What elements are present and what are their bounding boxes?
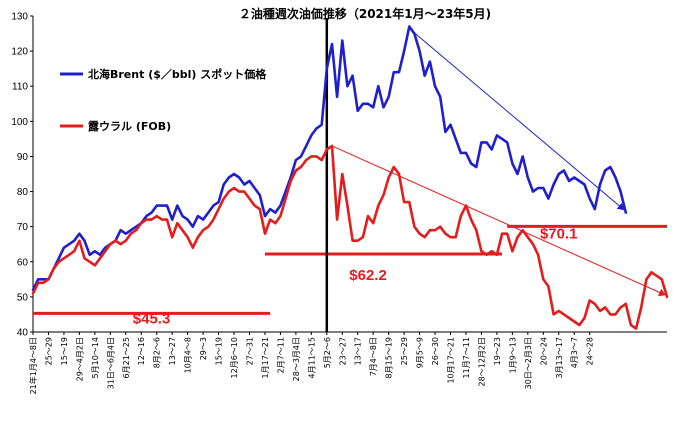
- x-tick-label: 4月3～7: [570, 337, 579, 368]
- x-tick-label: 13～27: [168, 337, 177, 365]
- x-tick-label: 28～12月2日: [477, 337, 486, 386]
- y-tick-label: 100: [11, 117, 28, 128]
- x-tick-label: 21年1月4～8日: [28, 337, 38, 394]
- y-tick-label: 120: [11, 47, 28, 58]
- trend-arrow-brent: [408, 28, 625, 211]
- reference-label: $62.2: [349, 267, 387, 284]
- x-tick-label: 30日～2月3日: [524, 337, 533, 389]
- x-tick-label: 6月21～25: [122, 337, 131, 378]
- trend-arrow-urals: [331, 145, 666, 297]
- x-tick-label: 23～27: [338, 337, 347, 365]
- x-tick-label: 7月4～8日: [369, 337, 378, 376]
- y-tick-label: 40: [17, 328, 29, 339]
- series-layer: [31, 25, 669, 330]
- x-tick-label: 11月7～11: [462, 337, 471, 378]
- x-tick-label: 25～29: [44, 337, 53, 365]
- y-tick-label: 90: [17, 152, 29, 163]
- y-tick-label: 110: [12, 82, 28, 93]
- y-axis: 40 50 60 70 80 90 100 110 120 130: [11, 12, 34, 339]
- x-tick-label: 31日～6月4日: [106, 337, 115, 389]
- y-tick-label: 60: [17, 257, 29, 268]
- x-tick-label: 1月9～13: [508, 337, 517, 373]
- x-tick-label: 1月17～21: [261, 337, 270, 378]
- x-tick-label: 8月2～6: [153, 337, 162, 368]
- x-tick-label: 13～17: [354, 337, 363, 365]
- x-tick-label: 26～30: [431, 337, 440, 365]
- x-tick-label: 4月11～15: [307, 337, 316, 378]
- y-tick-label: 70: [17, 222, 29, 233]
- legend: 北海Brent ($／bbl) スポット価格 露ウラル (FOB): [60, 67, 267, 133]
- x-axis: 21年1月4～8日 25～29 15～19 29～4月2日 5月10～14 31日～6月4…: [28, 331, 667, 394]
- x-tick-label: 15～19: [60, 337, 69, 365]
- x-tick-label: 10月4～8: [184, 337, 193, 373]
- x-tick-label: 28～3月4日: [292, 337, 301, 381]
- legend-label-brent: 北海Brent ($／bbl) スポット価格: [88, 67, 267, 81]
- x-tick-label: 20～24: [539, 337, 548, 365]
- series-line-urals: [31, 144, 669, 330]
- x-tick-label: 5月10～14: [91, 337, 100, 378]
- chart-title: ２油種週次油価推移（2021年1月～23年5月): [239, 6, 491, 21]
- x-tick-label: 27～31: [245, 337, 254, 365]
- reference-label: $70.1: [540, 225, 578, 242]
- y-tick-label: 130: [11, 12, 28, 23]
- x-tick-label: 5月2～6: [323, 337, 332, 368]
- x-tick-label: 8月15～19: [385, 337, 394, 378]
- x-tick-label: 2月7～11: [276, 337, 285, 373]
- x-tick-label: 29～3: [199, 337, 208, 360]
- x-tick-label: 10月17～21: [447, 337, 456, 384]
- x-tick-label: 24～28: [586, 337, 595, 365]
- reference-label: $45.3: [133, 310, 171, 327]
- legend-label-urals: 露ウラル (FOB): [88, 120, 171, 133]
- x-tick-label: 25～29: [400, 337, 409, 365]
- reference-lines: $45.3 $62.2 $70.1: [33, 224, 667, 327]
- x-tick-label: 12月6～10: [230, 337, 239, 378]
- y-tick-label: 50: [17, 292, 29, 303]
- x-tick-label: 19～23: [493, 337, 502, 365]
- x-tick-label: 3月13～17: [555, 337, 564, 378]
- series-line-brent: [31, 25, 628, 292]
- trend-arrows: [331, 28, 666, 297]
- x-tick-label: 15～19: [215, 337, 224, 365]
- x-tick-label: 29～4月2日: [75, 337, 84, 381]
- x-tick-label: 12～16: [137, 337, 146, 365]
- y-tick-label: 80: [17, 187, 29, 198]
- x-tick-label: 9月5～9: [416, 337, 425, 368]
